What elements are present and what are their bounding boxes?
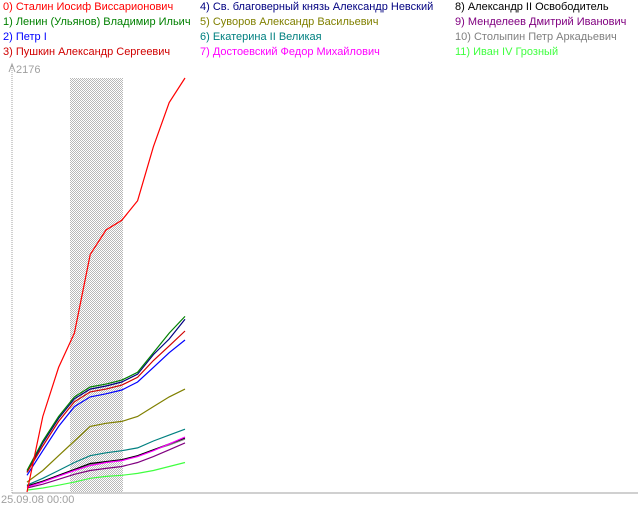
- legend-item: 11) Иван IV Грозный: [455, 46, 559, 58]
- legend-item: 3) Пушкин Александр Сергеевич: [3, 46, 171, 58]
- legend-item: 2) Петр I: [3, 31, 47, 43]
- series-line: [26, 388, 186, 483]
- legend-item: 10) Столыпин Петр Аркадьевич: [455, 31, 617, 43]
- series-line: [26, 77, 186, 493]
- series-line: [26, 318, 186, 473]
- legend-item: 5) Суворов Александр Васильевич: [200, 16, 379, 28]
- highlight-band: [70, 78, 123, 492]
- series-line: [26, 339, 186, 476]
- series-line: [26, 461, 186, 491]
- legend-item: 6) Екатерина II Великая: [200, 31, 322, 43]
- y-max-label: 2176: [16, 64, 41, 76]
- legend-item: 4) Св. благоверный князь Александр Невск…: [200, 1, 434, 13]
- x-start-label: 25.09.08 00:00: [1, 494, 75, 506]
- series-line: [26, 436, 186, 488]
- y-axis-arrow: [8, 62, 16, 73]
- legend-item: 8) Александр II Освободитель: [455, 1, 609, 13]
- legend-item: 9) Менделеев Дмитрий Иванович: [455, 16, 627, 28]
- series-line: [26, 330, 186, 473]
- series-line: [26, 315, 186, 471]
- legend-item: 1) Ленин (Ульянов) Владимир Ильич: [3, 16, 191, 28]
- legend-item: 7) Достоевский Федор Михайлович: [200, 46, 380, 58]
- series-line: [26, 428, 186, 486]
- legend-item: 0) Сталин Иосиф Виссарионович: [3, 1, 174, 13]
- series-line: [26, 442, 186, 489]
